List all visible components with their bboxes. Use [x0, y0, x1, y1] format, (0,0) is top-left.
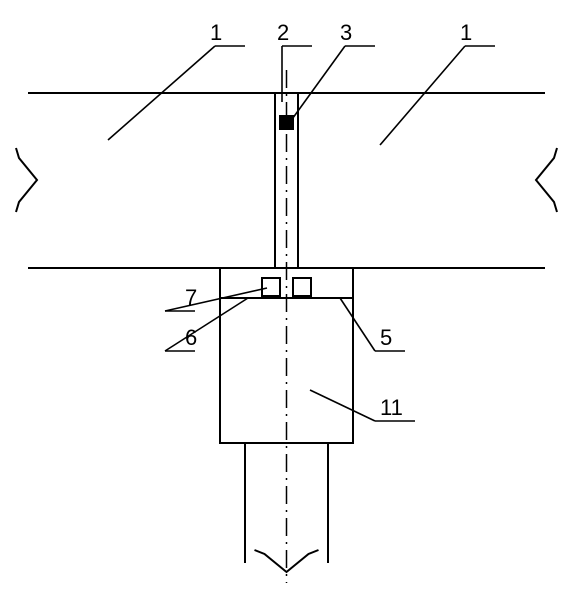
leader-label-11: 11	[380, 395, 403, 420]
break-mark-left	[16, 148, 37, 212]
nut-left	[262, 278, 280, 296]
leader-label-1R: 1	[460, 20, 472, 45]
leader-label-3: 3	[340, 20, 352, 45]
plug-block	[280, 116, 293, 129]
break-mark-right	[536, 148, 557, 212]
leader-label-7: 7	[185, 285, 197, 310]
leader-line-3	[290, 46, 345, 122]
diagram: 1 2 3 1 7 6 5 11	[0, 0, 584, 595]
leader-line-11	[310, 390, 375, 421]
leader-line-1R	[380, 46, 465, 145]
leader-label-2: 2	[277, 20, 289, 45]
leader-label-1L: 1	[210, 20, 222, 45]
leader-line-7	[165, 288, 267, 311]
nut-right	[293, 278, 311, 296]
leader-line-6	[165, 298, 248, 351]
leader-label-6: 6	[185, 325, 197, 350]
leader-line-5	[340, 298, 375, 351]
leader-label-5: 5	[380, 325, 392, 350]
